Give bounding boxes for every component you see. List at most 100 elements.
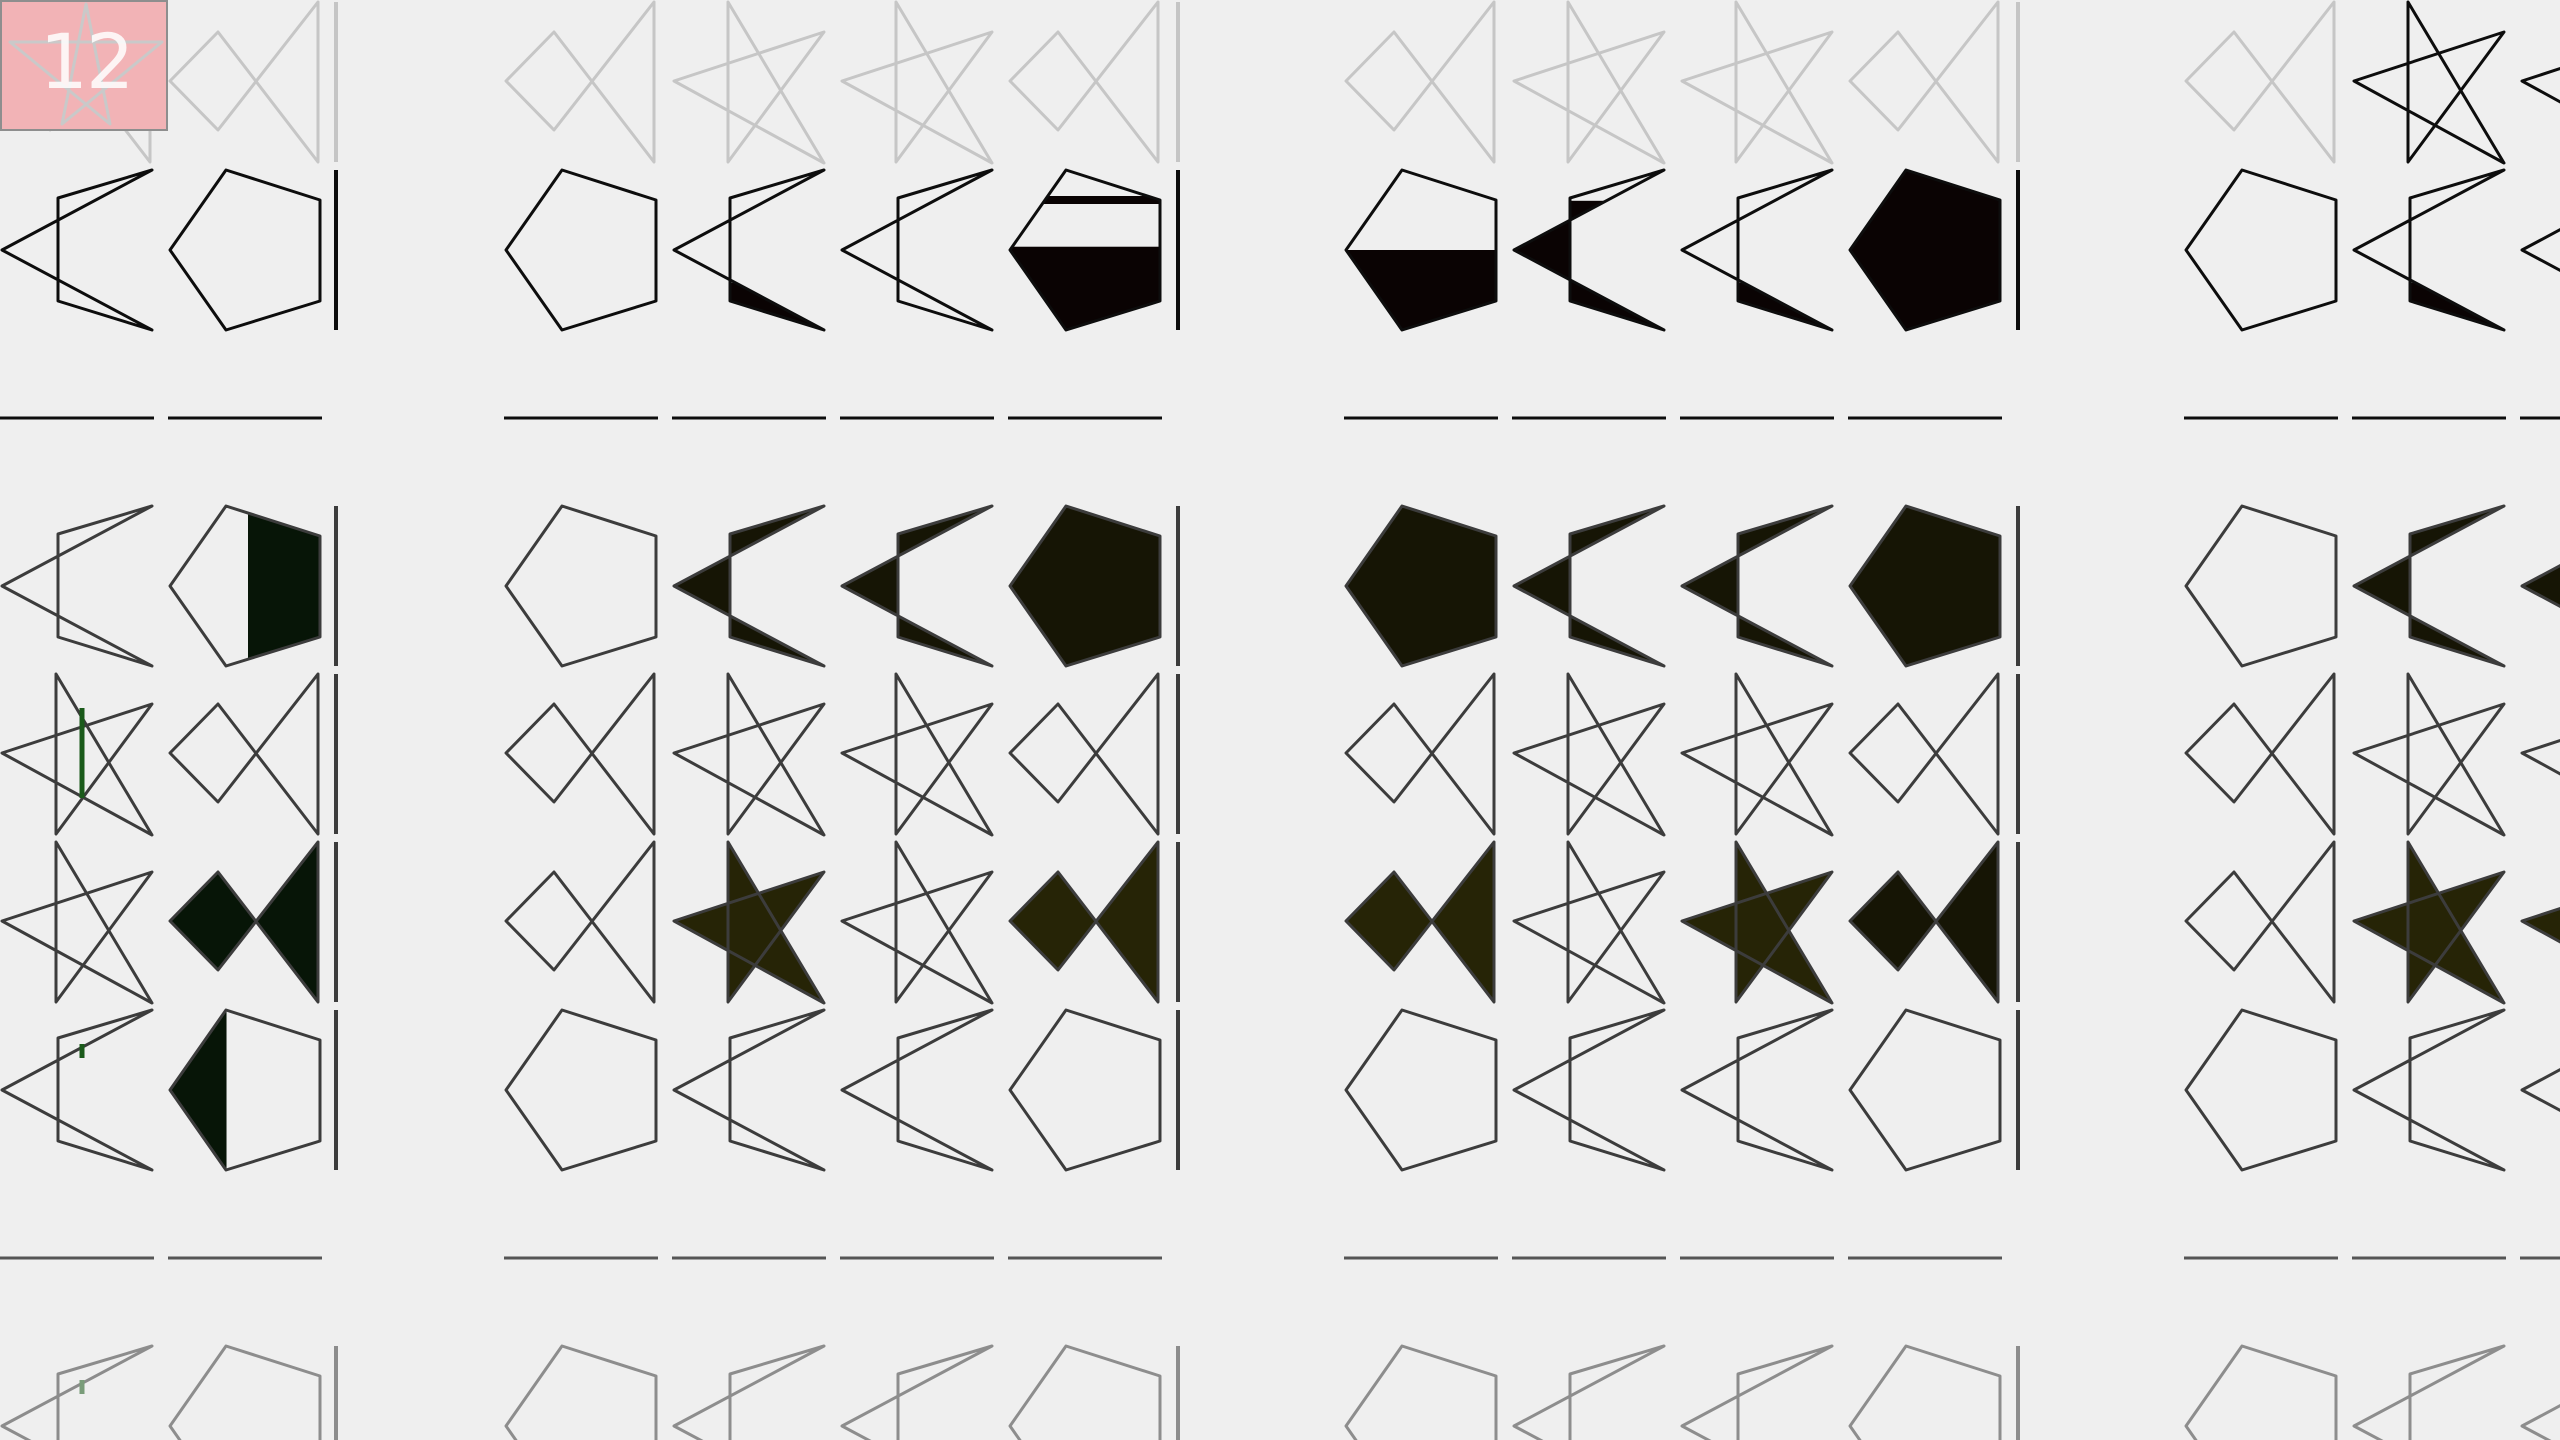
board-cell-bowtie[interactable]: [2184, 0, 2336, 164]
board-cell-pentagon[interactable]: [168, 504, 328, 668]
board-cell-chevron[interactable]: [1680, 504, 1834, 668]
board-cell-pentagon[interactable]: [1848, 1344, 2002, 1440]
board-cell-bowtie[interactable]: [1008, 0, 1160, 164]
board-cell-chevron[interactable]: [1680, 1008, 1834, 1172]
board-cell-chevron[interactable]: [1680, 168, 1834, 332]
board-cell-bowtie[interactable]: [168, 672, 320, 836]
board-cell-star[interactable]: [672, 672, 826, 837]
board-cell-pentagon[interactable]: [1008, 1008, 1162, 1172]
board-cell-star[interactable]: [1512, 0, 1666, 165]
board-cell-chevron[interactable]: [2520, 170, 2560, 332]
board-cell-bowtie[interactable]: [2184, 672, 2336, 836]
board-cell-chevron[interactable]: [2520, 504, 2560, 668]
bowtie-outline: [1344, 672, 1496, 836]
board-cell-star[interactable]: [840, 672, 994, 837]
board-cell-pentagon[interactable]: [1008, 504, 1162, 668]
board-cell-star[interactable]: [1680, 672, 1834, 837]
board-cell-pentagon[interactable]: [1848, 1008, 2002, 1172]
board-cell-star[interactable]: [0, 840, 154, 1005]
board-cell-pentagon[interactable]: [168, 1008, 322, 1172]
board-cell-star[interactable]: [2352, 0, 2506, 165]
board-cell-chevron[interactable]: [0, 168, 154, 332]
bowtie-outline: [1008, 840, 1160, 1004]
board-cell-star[interactable]: [672, 840, 826, 1005]
board-cell-star[interactable]: [1680, 0, 1834, 165]
board-cell-bowtie[interactable]: [1344, 840, 1498, 1004]
board-cell-chevron[interactable]: [0, 1344, 154, 1440]
board-cell-bowtie[interactable]: [1008, 840, 1162, 1004]
board-cell-pentagon[interactable]: [1344, 504, 1498, 668]
star-outline: [2352, 0, 2506, 165]
board-cell-pentagon[interactable]: [2184, 504, 2338, 668]
board-cell-pentagon[interactable]: [1008, 168, 1162, 332]
board-cell-bowtie[interactable]: [1848, 840, 2002, 1004]
board-cell-chevron[interactable]: [0, 504, 154, 668]
board-cell-pentagon[interactable]: [168, 168, 322, 332]
board-cell-star[interactable]: [2520, 674, 2560, 835]
star-outline: [840, 672, 994, 837]
board-cell-chevron[interactable]: [1512, 168, 1666, 332]
board-cell-star[interactable]: [2352, 672, 2506, 837]
board-cell-chevron[interactable]: [840, 504, 994, 668]
board-cell-chevron[interactable]: [0, 1008, 154, 1172]
board-cell-chevron[interactable]: [2520, 1346, 2560, 1440]
board-cell-chevron[interactable]: [2352, 1344, 2506, 1440]
board-cell-pentagon[interactable]: [2184, 1008, 2338, 1172]
board-cell-pentagon[interactable]: [1344, 1344, 1498, 1440]
board-cell-bowtie[interactable]: [504, 672, 656, 836]
board-cell-chevron[interactable]: [672, 1344, 826, 1440]
board-cell-chevron[interactable]: [840, 1008, 994, 1172]
board-cell-bowtie[interactable]: [504, 840, 656, 1004]
board-cell-star[interactable]: [1512, 672, 1666, 837]
board-cell-bowtie[interactable]: [168, 840, 322, 1004]
board-cell-chevron[interactable]: [672, 168, 826, 332]
board-cell-pentagon[interactable]: [1008, 1344, 1162, 1440]
board-cell-chevron[interactable]: [2352, 504, 2506, 668]
board-cell-pentagon[interactable]: [2184, 168, 2338, 332]
board-cell-star[interactable]: [1680, 840, 1834, 1005]
board-cell-chevron[interactable]: [840, 168, 994, 332]
board-cell-bowtie[interactable]: [168, 0, 320, 164]
board-cell-bowtie[interactable]: [1848, 0, 2000, 164]
board-cell-chevron[interactable]: [672, 1008, 826, 1172]
board-cell-pentagon[interactable]: [1848, 504, 2002, 668]
board-cell-bowtie[interactable]: [1848, 672, 2000, 836]
bowtie-outline: [168, 840, 320, 1004]
board-cell-chevron[interactable]: [1512, 1344, 1666, 1440]
board-cell-chevron[interactable]: [2352, 168, 2506, 332]
board-cell-pentagon[interactable]: [1848, 168, 2002, 332]
board-cell-star[interactable]: [2520, 2, 2560, 163]
chevron-outline: [2352, 504, 2506, 668]
pentagon-outline: [1848, 168, 2002, 332]
board-cell-chevron[interactable]: [1512, 504, 1666, 668]
board-cell-pentagon[interactable]: [504, 504, 658, 668]
board-cell-chevron[interactable]: [1680, 1344, 1834, 1440]
board-cell-pentagon[interactable]: [504, 1008, 658, 1172]
board-cell-chevron[interactable]: [672, 504, 826, 668]
board-cell-star[interactable]: [840, 0, 994, 165]
board-cell-chevron[interactable]: [2352, 1008, 2506, 1172]
board-cell-chevron[interactable]: [840, 1344, 994, 1440]
board-cell-pentagon[interactable]: [504, 168, 658, 332]
board-cell-pentagon[interactable]: [504, 1344, 658, 1440]
board-cell-chevron[interactable]: [1512, 1008, 1666, 1172]
board-cell-pentagon[interactable]: [1344, 1008, 1498, 1172]
board-cell-star[interactable]: [672, 0, 826, 165]
board-cell-pentagon[interactable]: [1344, 168, 1498, 332]
board-cell-bowtie[interactable]: [2184, 840, 2336, 1004]
bowtie-outline: [2184, 672, 2336, 836]
level-badge[interactable]: 12: [0, 0, 168, 131]
board-cell-star[interactable]: [1512, 840, 1666, 1005]
board-cell-chevron[interactable]: [2520, 1010, 2560, 1170]
board-cell-pentagon[interactable]: [168, 1344, 322, 1440]
board-cell-star[interactable]: [840, 840, 994, 1005]
board-cell-bowtie[interactable]: [504, 0, 656, 164]
board-cell-star[interactable]: [2520, 840, 2560, 1004]
board-cell-bowtie[interactable]: [1344, 672, 1496, 836]
board-cell-star[interactable]: [2352, 840, 2506, 1005]
board-cell-bowtie[interactable]: [1344, 0, 1496, 164]
board-cell-pentagon[interactable]: [2184, 1344, 2338, 1440]
pentagon-outline: [2184, 504, 2338, 668]
board-cell-bowtie[interactable]: [1008, 672, 1160, 836]
board-cell-star[interactable]: [0, 672, 154, 837]
